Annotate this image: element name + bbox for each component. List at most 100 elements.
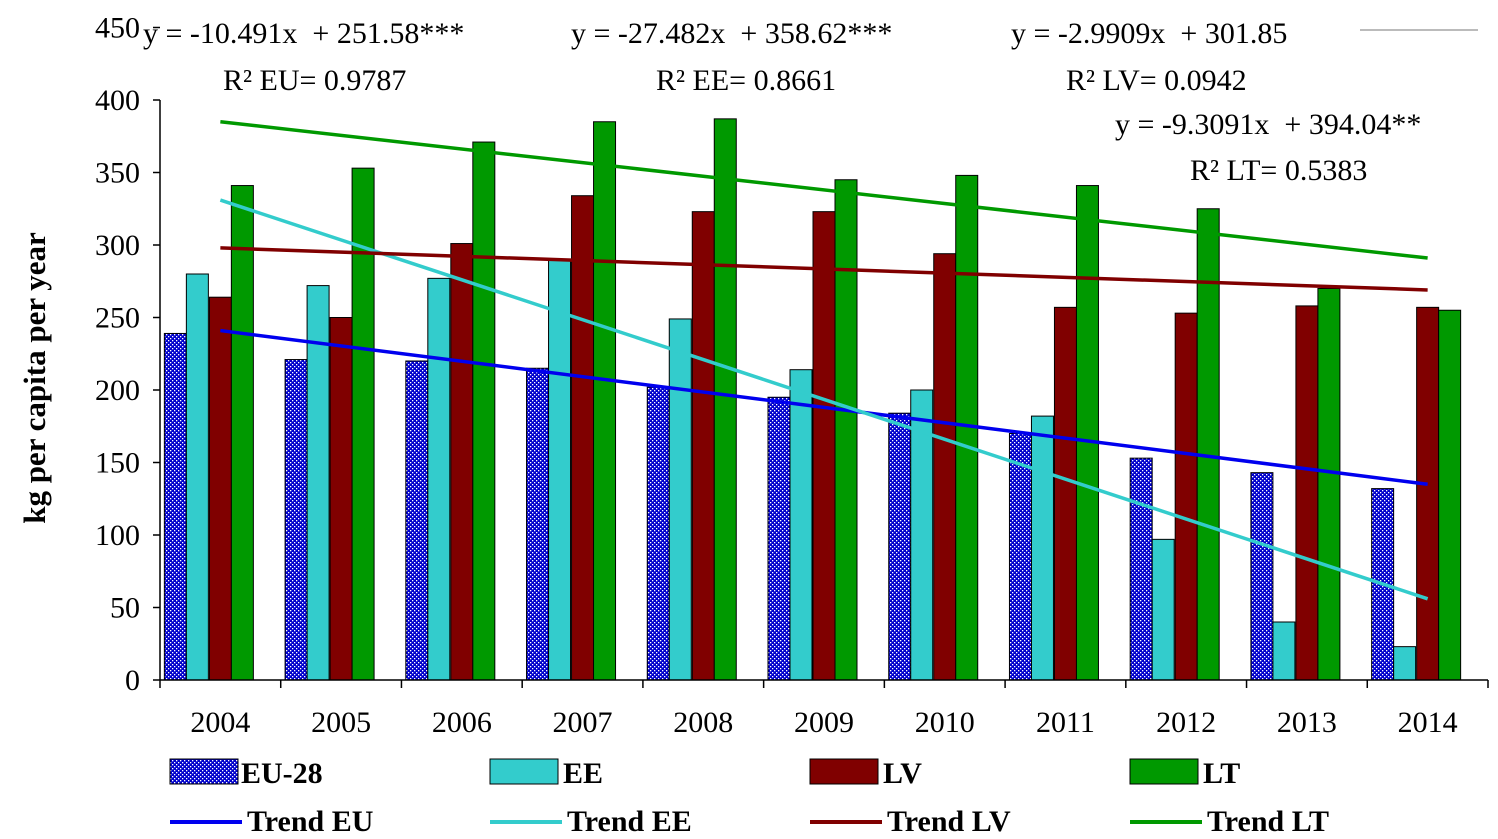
y-tick-label: 300 xyxy=(95,229,140,262)
trend-lt-line xyxy=(220,120,1428,260)
x-tick-label: 2011 xyxy=(1036,706,1095,739)
y-tick-label: 50 xyxy=(110,592,140,625)
bar-eu-28-2009 xyxy=(767,396,791,681)
x-tick-label: 2013 xyxy=(1277,706,1337,739)
legend-item-trend-eu: Trend EU xyxy=(170,805,373,838)
bar-ee-2004 xyxy=(185,273,209,681)
legend: EU-28 EE LV LT Trend EU Trend EE Trend L… xyxy=(169,757,1329,838)
legend-item-eu28: EU-28 xyxy=(169,757,323,790)
bar-eu-28-2007 xyxy=(526,367,550,681)
legend-swatch-lt xyxy=(1129,758,1199,785)
bar-lt-2014 xyxy=(1438,309,1462,681)
legend-swatch-eu28 xyxy=(169,758,239,785)
x-tick-label: 2012 xyxy=(1156,706,1216,739)
y-tick-label: 100 xyxy=(95,519,140,552)
legend-label-lv: LV xyxy=(883,757,922,790)
bar-ee-2011 xyxy=(1030,415,1054,681)
y-tick-label: 400 xyxy=(95,84,140,117)
bar-ee-2012 xyxy=(1151,538,1175,681)
x-tick-label: 2010 xyxy=(915,706,975,739)
legend-label-trend-lv: Trend LV xyxy=(887,805,1011,838)
x-tick-label: 2006 xyxy=(432,706,492,739)
bar-eu-28-2012 xyxy=(1129,457,1153,681)
legend-item-trend-ee: Trend EE xyxy=(490,805,692,838)
legend-label-ee: EE xyxy=(563,757,603,790)
legend-item-ee: EE xyxy=(489,757,603,790)
x-tick-label: 2004 xyxy=(190,706,250,739)
y-tick-label: 200 xyxy=(95,374,140,407)
bar-ee-2007 xyxy=(548,259,572,681)
bar-ee-2013 xyxy=(1272,621,1296,681)
legend-label-eu28: EU-28 xyxy=(241,757,323,790)
bar-eu-28-2010 xyxy=(888,412,912,681)
legend-label-trend-eu: Trend EU xyxy=(247,805,373,838)
lt-equation: y = -9.3091x + 394.04** xyxy=(1115,108,1421,141)
y-tick-label: 450 xyxy=(95,12,140,45)
bar-ee-2006 xyxy=(427,277,451,681)
eu-r2: R² EU= 0.9787 xyxy=(223,64,406,97)
x-tick-label: 2005 xyxy=(311,706,371,739)
legend-label-lt: LT xyxy=(1203,757,1240,790)
y-tick-label: 250 xyxy=(95,302,140,335)
bar-ee-2014 xyxy=(1393,646,1417,681)
legend-label-trend-ee: Trend EE xyxy=(567,805,692,838)
lv-equation: y = -2.9909x + 301.85 xyxy=(1011,17,1287,50)
bar-lv-2006 xyxy=(450,243,474,681)
bar-lv-2008 xyxy=(691,211,715,681)
x-axis: 2004 2005 2006 2007 2008 2009 2010 2011 2012 2013… xyxy=(159,679,1489,739)
lt-equation-background xyxy=(1105,96,1489,192)
x-tick-label: 2009 xyxy=(794,706,854,739)
lv-r2: R² LV= 0.0942 xyxy=(1066,64,1247,97)
bar-lt-2008 xyxy=(713,118,737,681)
bar-lv-2010 xyxy=(933,253,957,681)
x-tick-label: 2007 xyxy=(553,706,613,739)
bar-eu-28-2008 xyxy=(646,386,670,681)
bar-eu-28-2005 xyxy=(284,359,308,681)
bar-lv-2004 xyxy=(208,296,232,681)
legend-item-lt: LT xyxy=(1129,757,1240,790)
bar-ee-2008 xyxy=(668,318,692,681)
legend-label-trend-lt: Trend LT xyxy=(1207,805,1329,838)
y-tick-label: 0 xyxy=(125,664,140,697)
lt-r2: R² LT= 0.5383 xyxy=(1190,154,1367,187)
bar-lv-2013 xyxy=(1295,305,1319,681)
bar-ee-2009 xyxy=(789,369,813,681)
bar-lt-2011 xyxy=(1075,185,1099,681)
bar-lv-2007 xyxy=(571,195,595,681)
x-tick-label: 2008 xyxy=(673,706,733,739)
bar-lv-2012 xyxy=(1174,312,1198,681)
ee-r2: R² EE= 0.8661 xyxy=(656,64,836,97)
bar-eu-28-2011 xyxy=(1008,433,1032,681)
bar-lv-2011 xyxy=(1053,306,1077,681)
legend-swatch-lv xyxy=(809,758,879,785)
y-axis: 0 50 100 150 200 250 300 350 400 450 xyxy=(95,12,1478,697)
y-tick-label: 350 xyxy=(95,157,140,190)
bar-lt-2009 xyxy=(834,179,858,681)
trend-eu-line xyxy=(220,328,1428,486)
y-axis-label: kg per capita per year xyxy=(17,232,52,524)
ee-equation: y = -27.482x + 358.62*** xyxy=(571,17,892,50)
bars xyxy=(163,118,1462,681)
trend-lines xyxy=(219,120,1429,601)
bar-lt-2007 xyxy=(593,121,617,681)
bar-lt-2004 xyxy=(230,185,254,681)
bar-lv-2009 xyxy=(812,211,836,681)
trend-lv-line xyxy=(220,246,1428,292)
x-tick-label: 2014 xyxy=(1398,706,1458,739)
legend-item-trend-lt: Trend LT xyxy=(1130,805,1329,838)
legend-item-lv: LV xyxy=(809,757,922,790)
bar-eu-28-2006 xyxy=(405,360,429,681)
bar-eu-28-2004 xyxy=(163,332,187,681)
eu-equation: y = -10.491x + 251.58*** xyxy=(143,17,464,50)
legend-item-trend-lv: Trend LV xyxy=(810,805,1011,838)
bar-lv-2005 xyxy=(329,317,353,681)
bar-eu-28-2013 xyxy=(1250,472,1274,681)
bar-lt-2012 xyxy=(1196,208,1220,681)
trend-equations: y = -10.491x + 251.58*** R² EU= 0.9787 y… xyxy=(143,17,1489,192)
bar-lv-2014 xyxy=(1416,306,1440,681)
bar-lt-2006 xyxy=(472,141,496,681)
trend-ee-line xyxy=(219,198,1429,601)
y-tick-label: 150 xyxy=(95,447,140,480)
legend-swatch-ee xyxy=(489,758,559,785)
